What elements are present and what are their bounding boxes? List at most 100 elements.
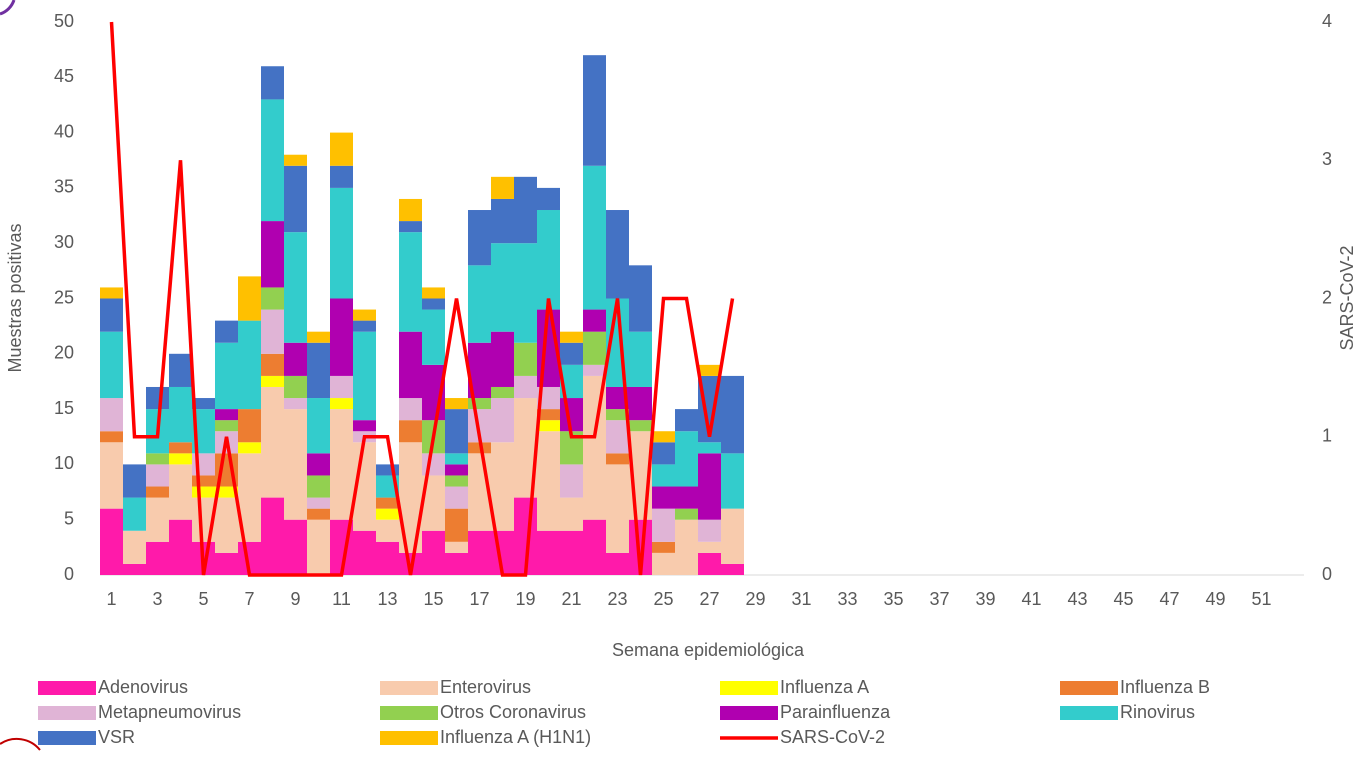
bar-segment <box>399 198 422 222</box>
bar-segment <box>652 431 675 443</box>
bar-segment <box>192 398 215 410</box>
bar-segment <box>399 331 422 399</box>
bar-segment <box>261 66 284 100</box>
bar-segment <box>606 453 629 465</box>
bar-segment <box>215 420 238 432</box>
bar-segment <box>307 342 330 399</box>
bar-segment <box>330 298 353 376</box>
bar-segment <box>652 541 675 553</box>
bar-segment <box>468 210 491 266</box>
bar-segment <box>215 342 238 410</box>
bar-segment <box>146 386 169 410</box>
bar-segment <box>606 409 629 421</box>
bar-segment <box>238 442 261 454</box>
bar-segment <box>606 210 629 299</box>
bar-segment <box>376 541 399 575</box>
bar-segment <box>698 541 721 553</box>
bar-segment <box>376 497 399 509</box>
bar-segment <box>560 331 583 343</box>
x-tick-label: 37 <box>929 589 949 609</box>
bar-segment <box>169 386 192 443</box>
bar-segment <box>261 353 284 376</box>
bar-segment <box>445 398 468 410</box>
y2-tick-label: 1 <box>1322 426 1332 446</box>
bar-segment <box>261 99 284 222</box>
bar-segment <box>146 541 169 575</box>
bar-segment <box>468 442 491 454</box>
bar-segment <box>652 552 675 575</box>
y-tick-label: 20 <box>54 343 74 363</box>
bar-segment <box>491 243 514 332</box>
bar-segment <box>100 298 123 332</box>
y-tick-label: 50 <box>54 11 74 31</box>
bar-segment <box>100 331 123 399</box>
bar-segment <box>353 420 376 432</box>
bar-segment <box>583 519 606 575</box>
bar-segment <box>445 475 468 487</box>
x-tick-label: 9 <box>290 589 300 609</box>
x-tick-label: 27 <box>699 589 719 609</box>
y-tick-label: 40 <box>54 121 74 141</box>
bar-segment <box>491 398 514 443</box>
bar-segment <box>652 508 675 542</box>
legend-swatch <box>38 706 96 720</box>
bar-segment <box>675 508 698 520</box>
bar-segment <box>169 453 192 465</box>
bar-segment <box>606 386 629 410</box>
bar-segment <box>514 176 537 244</box>
legend-label: Influenza A <box>780 677 869 697</box>
decor-circle <box>0 0 16 16</box>
bar-segment <box>376 508 399 520</box>
y-tick-label: 45 <box>54 66 74 86</box>
bar-segment <box>606 552 629 575</box>
legend-label: Metapneumovirus <box>98 702 241 722</box>
legend-label: Otros Coronavirus <box>440 702 586 722</box>
bar-segment <box>100 431 123 443</box>
bar-segment <box>399 232 422 332</box>
bar-segment <box>721 375 744 454</box>
bar-segment <box>514 243 537 343</box>
y-tick-label: 15 <box>54 398 74 418</box>
bar-segment <box>238 409 261 443</box>
bar-segment <box>537 431 560 531</box>
bar-segment <box>284 342 307 376</box>
bar-segment <box>307 519 330 575</box>
bar-segment <box>215 486 238 498</box>
legend-label: Rinovirus <box>1120 702 1195 722</box>
bar-segment <box>629 386 652 421</box>
bar-segment <box>675 431 698 487</box>
bar-segment <box>100 508 123 575</box>
x-tick-label: 39 <box>975 589 995 609</box>
bar-segment <box>583 309 606 332</box>
bar-segment <box>491 198 514 244</box>
bar-segment <box>307 398 330 454</box>
bar-segment <box>215 497 238 553</box>
bar-segment <box>284 375 307 399</box>
bar-segment <box>261 221 284 288</box>
bar-segment <box>652 442 675 465</box>
bar-segment <box>514 342 537 376</box>
y-tick-label: 10 <box>54 453 74 473</box>
bar-segment <box>238 276 261 321</box>
bar-segment <box>491 386 514 399</box>
bar-segment <box>238 320 261 410</box>
bar-segment <box>215 552 238 575</box>
y-tick-label: 5 <box>64 508 74 528</box>
bar-segment <box>445 541 468 553</box>
x-tick-label: 15 <box>423 589 443 609</box>
x-tick-label: 49 <box>1205 589 1225 609</box>
bar-segment <box>284 398 307 410</box>
x-tick-label: 47 <box>1159 589 1179 609</box>
bar-segment <box>284 165 307 233</box>
bar-segment <box>560 364 583 399</box>
bar-segment <box>399 552 422 575</box>
legend-label: Parainfluenza <box>780 702 891 722</box>
legend-label: VSR <box>98 727 135 747</box>
bar-segment <box>698 442 721 454</box>
x-tick-label: 33 <box>837 589 857 609</box>
bar-segment <box>399 420 422 443</box>
line <box>109 21 735 577</box>
decor-circle <box>0 737 41 751</box>
bar-segment <box>192 475 215 487</box>
bar-segment <box>307 331 330 343</box>
